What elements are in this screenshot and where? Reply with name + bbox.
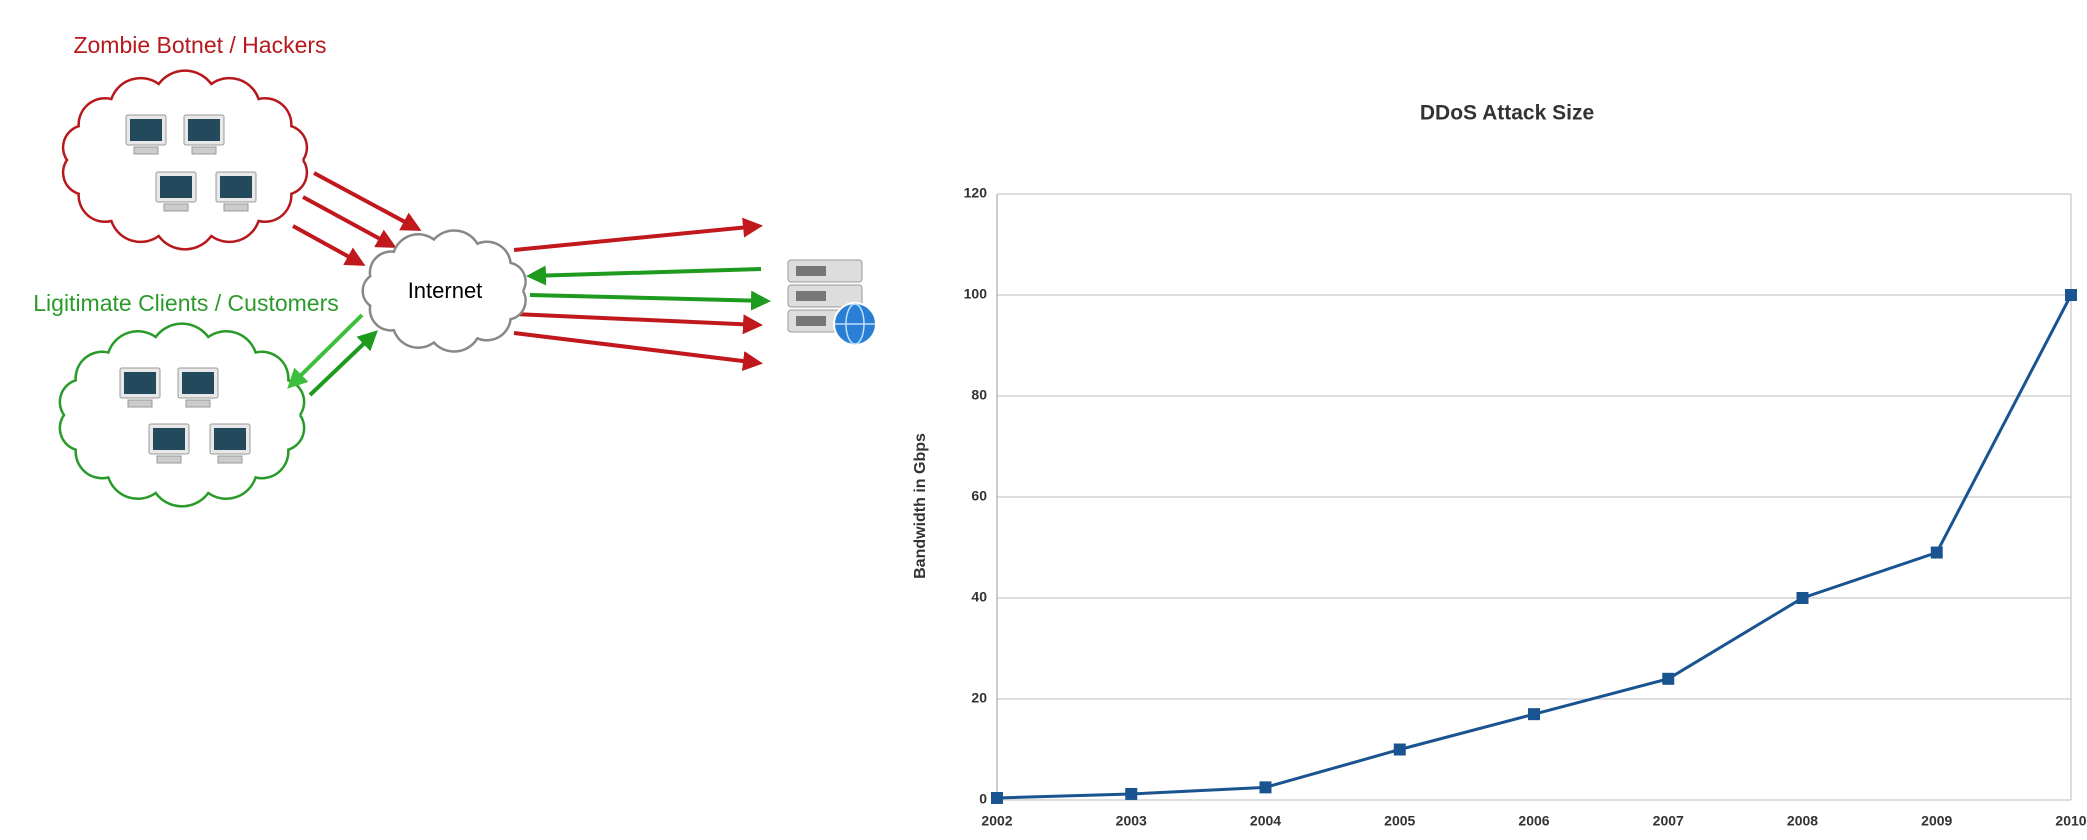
data-point [1528, 708, 1540, 721]
data-point [1662, 672, 1675, 685]
x-tick-label: 2002 [981, 813, 1012, 829]
x-tick-label: 2005 [1384, 813, 1415, 829]
screen [124, 372, 156, 394]
stand [163, 203, 189, 212]
computer [183, 114, 225, 155]
stand [133, 146, 159, 155]
x-tick-label: 2010 [2055, 813, 2086, 829]
computer [148, 423, 190, 464]
server [787, 259, 877, 346]
stand [223, 203, 249, 212]
screen [188, 119, 220, 141]
y-tick-label: 20 [971, 690, 987, 706]
screen [153, 428, 185, 450]
attack-arrows [292, 171, 763, 371]
chart: DDoS Attack Size Bandwidth in Gbps 0 20 40… [912, 102, 2087, 829]
computer [209, 423, 251, 464]
x-tick-label: 2009 [1921, 813, 1952, 829]
data-point [1393, 743, 1406, 756]
y-tick-label: 120 [964, 185, 988, 201]
stand [127, 399, 153, 408]
cloud [361, 229, 527, 353]
y-tick-label: 100 [964, 286, 988, 302]
botnet-label: Zombie Botnet / Hackers [73, 32, 326, 58]
computer [119, 367, 161, 408]
screen [130, 119, 162, 141]
computer [155, 171, 197, 212]
cloud [61, 69, 309, 251]
data-point [1796, 592, 1809, 604]
stand [156, 455, 182, 464]
y-tick-label: 80 [971, 387, 987, 403]
data-point [991, 791, 1003, 804]
screen [214, 428, 246, 450]
client-arrows [308, 265, 771, 397]
y-tick-label: 60 [971, 488, 987, 504]
y-tick-label: 40 [971, 589, 987, 605]
computer [215, 171, 257, 212]
screen [160, 176, 192, 198]
computer [125, 114, 167, 155]
x-tick-label: 2004 [1250, 813, 1281, 829]
stand [185, 399, 211, 408]
clients-label: Ligitimate Clients / Customers [33, 290, 339, 316]
y-tick-label: 0 [979, 791, 987, 807]
stand [191, 146, 217, 155]
x-tick-label: 2007 [1653, 813, 1684, 829]
data-point [2065, 289, 2077, 301]
cloud [58, 322, 306, 508]
y-axis-label: Bandwidth in Gbps [912, 433, 929, 579]
x-tick-label: 2008 [1787, 813, 1818, 829]
data-point [1930, 546, 1943, 559]
series-line [996, 294, 2073, 800]
chart-title: DDoS Attack Size [1420, 102, 1594, 125]
x-tick-label: 2003 [1116, 813, 1147, 829]
stand [217, 455, 243, 464]
screen [182, 372, 214, 394]
data-point [1125, 787, 1138, 800]
data-point [1259, 781, 1272, 794]
client-arrow [287, 313, 364, 389]
computer [177, 367, 219, 408]
diagram: Zombie Botnet / Hackers Ligitimate Clien… [33, 32, 877, 508]
internet-label: Internet [408, 278, 483, 303]
screen [220, 176, 252, 198]
x-tick-label: 2006 [1518, 813, 1549, 829]
